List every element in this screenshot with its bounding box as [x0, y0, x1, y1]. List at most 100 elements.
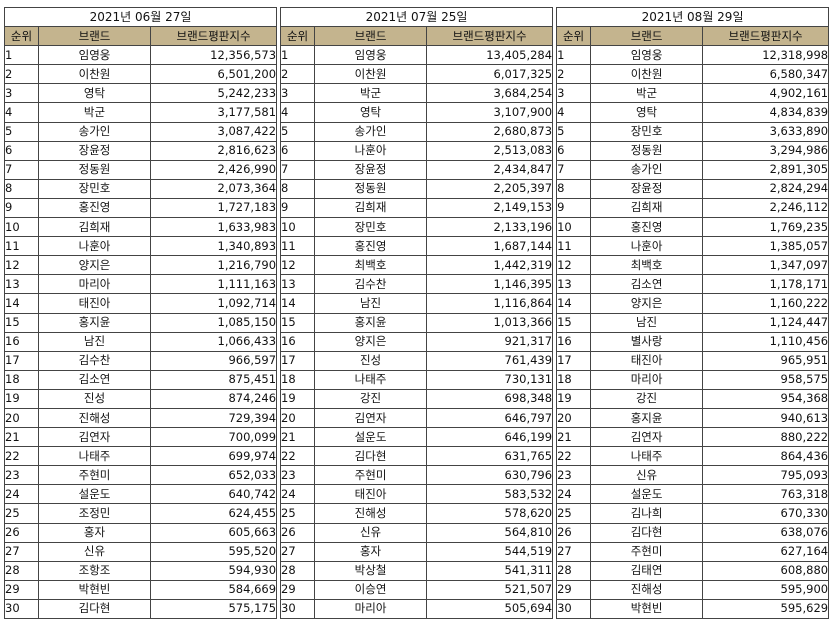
table-row: 14 양지은 1,160,222: [556, 293, 830, 314]
rank-cell: 4: [556, 102, 592, 123]
brand-cell: 김소연: [590, 274, 704, 295]
brand-cell: 신유: [590, 465, 704, 486]
score-cell: 2,133,196: [426, 217, 554, 238]
brand-cell: 주현미: [314, 465, 428, 486]
score-cell: 544,519: [426, 541, 554, 562]
brand-cell: 김연자: [590, 427, 704, 448]
brand-cell: 김희재: [314, 197, 428, 219]
rank-cell: 21: [556, 427, 592, 448]
score-cell: 3,684,254: [426, 83, 554, 104]
table-row: 24 설운도 763,318: [556, 484, 830, 505]
rank-cell: 10: [4, 217, 39, 238]
brand-cell: 임영웅: [590, 45, 704, 66]
score-cell: 3,107,900: [426, 102, 554, 123]
brand-cell: 김나희: [590, 503, 704, 524]
brand-cell: 진성: [38, 388, 151, 409]
score-cell: 12,318,998: [702, 45, 830, 66]
rank-cell: 17: [4, 350, 39, 371]
score-cell: 6,501,200: [149, 64, 278, 85]
score-cell: 3,177,581: [149, 102, 278, 123]
brand-cell: 나훈아: [38, 236, 151, 257]
brand-cell: 조정민: [38, 503, 151, 524]
brand-cell: 영탁: [38, 83, 151, 104]
score-cell: 630,796: [426, 465, 554, 486]
table-row: 10 장민호 2,133,196: [280, 217, 554, 238]
rank-cell: 1: [4, 45, 39, 66]
table-row: 16 양지은 921,317: [280, 331, 554, 352]
brand-cell: 박군: [314, 83, 428, 104]
table-row: 16 별사랑 1,110,456: [556, 331, 830, 352]
rank-cell: 3: [556, 83, 592, 104]
score-cell: 521,507: [426, 579, 554, 600]
brand-header: 브랜드: [590, 26, 704, 47]
rank-cell: 22: [4, 446, 39, 467]
table-row: 28 박상철 541,311: [280, 560, 554, 581]
brand-cell: 최백호: [590, 255, 704, 276]
rank-cell: 22: [280, 446, 316, 467]
brand-cell: 진해성: [314, 503, 428, 524]
rank-cell: 17: [556, 350, 592, 371]
table-row: 23 신유 795,093: [556, 465, 830, 486]
brand-cell: 임영웅: [38, 45, 151, 66]
table-row: 9 김희재 2,246,112: [556, 197, 830, 219]
brand-cell: 별사랑: [590, 331, 704, 352]
table-row: 20 김연자 646,797: [280, 407, 554, 429]
score-cell: 2,205,397: [426, 178, 554, 199]
table-row: 11 홍진영 1,687,144: [280, 236, 554, 257]
brand-cell: 태진아: [38, 293, 151, 314]
rank-cell: 9: [556, 197, 592, 219]
table-row: 12 최백호 1,442,319: [280, 255, 554, 276]
score-cell: 1,385,057: [702, 236, 830, 257]
table-date: 2021년 06월 27일: [3, 6, 278, 28]
rank-cell: 4: [4, 102, 39, 123]
rank-cell: 20: [556, 407, 592, 429]
brand-cell: 홍지윤: [590, 407, 704, 429]
score-cell: 4,834,839: [702, 102, 830, 123]
rank-cell: 15: [280, 312, 316, 333]
rank-cell: 23: [556, 465, 592, 486]
score-cell: 646,199: [426, 427, 554, 448]
score-cell: 652,033: [149, 465, 278, 486]
table-row: 2 이찬원 6,501,200: [4, 64, 278, 85]
table-row: 13 김소연 1,178,171: [556, 274, 830, 295]
ranking-tables: 2021년 06월 27일 순위 브랜드 브랜드평판지수 1 임영웅 12,356,573 2…: [3, 6, 830, 619]
brand-cell: 신유: [314, 522, 428, 543]
rank-cell: 30: [4, 598, 39, 619]
score-cell: 1,111,163: [149, 274, 278, 295]
brand-cell: 박현빈: [590, 598, 704, 619]
table-row: 4 영탁 3,107,900: [280, 102, 554, 123]
score-cell: 958,575: [702, 369, 830, 390]
rank-cell: 1: [556, 45, 592, 66]
score-cell: 627,164: [702, 541, 830, 562]
rank-cell: 10: [556, 217, 592, 238]
table-row: 22 나태주 699,974: [4, 446, 278, 467]
score-cell: 1,085,150: [149, 312, 278, 333]
table-row: 16 남진 1,066,433: [4, 331, 278, 352]
table-row: 12 양지은 1,216,790: [4, 255, 278, 276]
score-cell: 505,694: [426, 598, 554, 619]
brand-cell: 김다현: [590, 522, 704, 543]
score-cell: 1,633,983: [149, 217, 278, 238]
rank-header: 순위: [280, 26, 316, 47]
rank-cell: 14: [556, 293, 592, 314]
brand-cell: 장민호: [590, 121, 704, 142]
rank-cell: 13: [280, 274, 316, 295]
brand-cell: 홍자: [314, 541, 428, 562]
rank-cell: 27: [4, 541, 39, 562]
rank-cell: 26: [4, 522, 39, 543]
brand-cell: 김수찬: [314, 274, 428, 295]
rank-cell: 6: [280, 140, 316, 161]
table-row: 26 홍자 605,663: [4, 522, 278, 543]
rank-cell: 25: [4, 503, 39, 524]
table-row: 8 장민호 2,073,364: [4, 178, 278, 199]
rank-header: 순위: [4, 26, 39, 47]
table-row: 30 김다현 575,175: [4, 598, 278, 619]
table-row: 7 장윤정 2,434,847: [280, 159, 554, 180]
score-cell: 700,099: [149, 427, 278, 448]
table-row: 28 김태연 608,880: [556, 560, 830, 581]
rank-cell: 20: [4, 407, 39, 429]
score-cell: 1,442,319: [426, 255, 554, 276]
brand-cell: 장민호: [38, 178, 151, 199]
rank-cell: 12: [4, 255, 39, 276]
table-row: 28 조항조 594,930: [4, 560, 278, 581]
